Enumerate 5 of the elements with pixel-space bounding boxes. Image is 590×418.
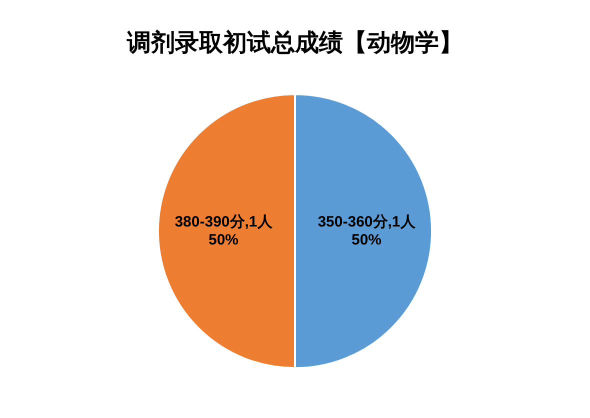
data-label: 50%: [351, 232, 382, 249]
chart-title: 调剂录取初试总成绩【动物学】: [126, 30, 463, 56]
slice-label: 350-360分,1人: [318, 214, 416, 231]
slice-label: 380-390分,1人: [174, 214, 274, 231]
data-label: 50%: [208, 232, 239, 249]
